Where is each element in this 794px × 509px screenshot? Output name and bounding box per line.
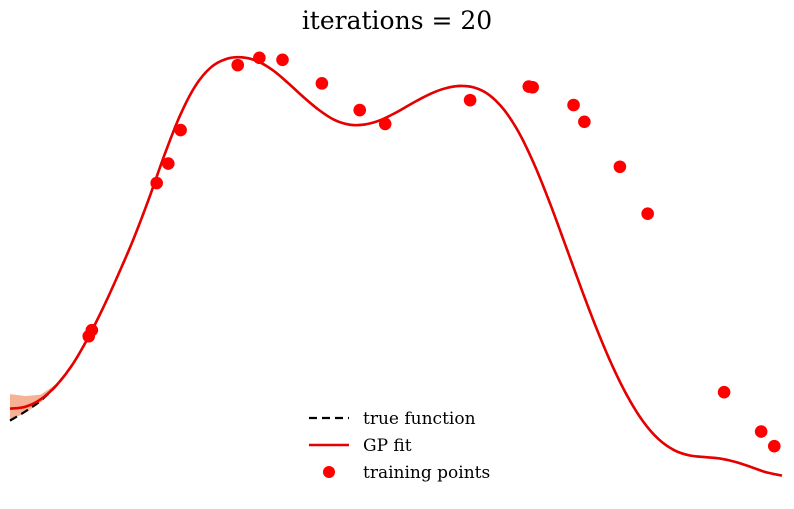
- training-point: [253, 51, 266, 65]
- training-point: [613, 160, 627, 174]
- training-point: [717, 385, 731, 399]
- legend-training-points-label: training points: [363, 463, 490, 483]
- training-point: [641, 207, 654, 220]
- training-point: [526, 80, 539, 94]
- training-point: [315, 77, 329, 90]
- gp-fit-line: [9, 55, 783, 477]
- training-point: [754, 425, 768, 438]
- training-point: [85, 323, 99, 337]
- training-point: [378, 117, 392, 131]
- training-point: [276, 53, 289, 67]
- legend-gp-fit-label: GP fit: [363, 436, 412, 456]
- training-point: [231, 58, 245, 72]
- training-point: [174, 123, 187, 137]
- training-point: [767, 439, 781, 453]
- legend-training-points-swatch: [323, 466, 335, 478]
- training-point: [463, 93, 477, 107]
- training-point: [353, 103, 367, 117]
- legend: true function GP fit training points: [309, 409, 490, 483]
- plot-area: [9, 51, 783, 477]
- training-point: [578, 115, 591, 129]
- legend-true-function-label: true function: [363, 409, 476, 429]
- chart-title: iterations = 20: [302, 6, 492, 35]
- training-point: [150, 176, 163, 190]
- confidence-band: [10, 365, 72, 421]
- training-point: [161, 157, 175, 170]
- training-point: [567, 98, 580, 112]
